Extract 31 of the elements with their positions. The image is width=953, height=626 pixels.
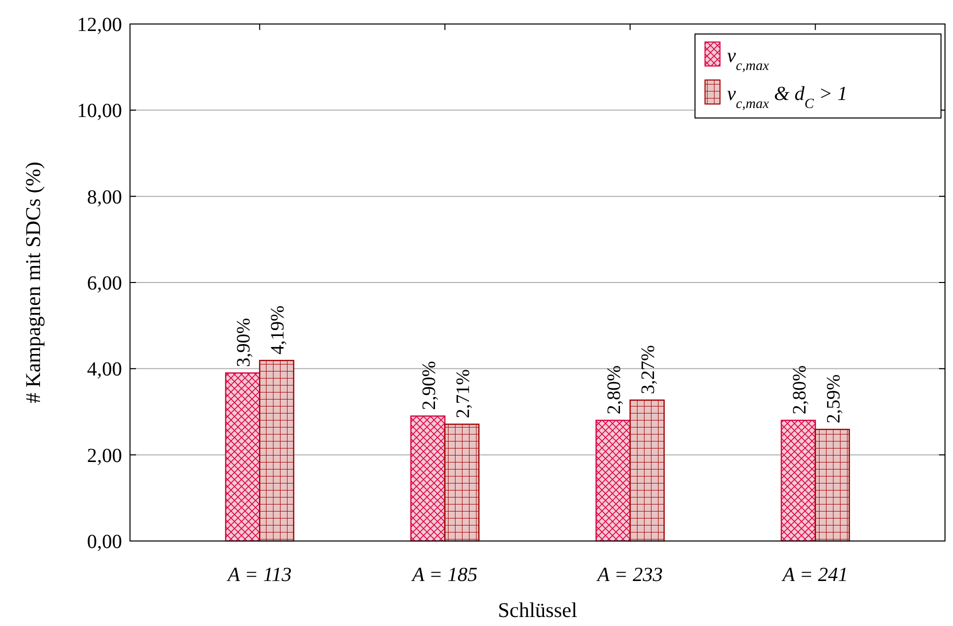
data-label: 2,71% bbox=[452, 368, 474, 418]
x-tick-label: A = 185 bbox=[410, 564, 478, 586]
y-tick-label: 6,00 bbox=[87, 272, 122, 294]
legend-label: v$_{c,max}$ bbox=[727, 45, 770, 74]
bar bbox=[596, 420, 631, 542]
bar bbox=[410, 415, 446, 542]
y-axis-title: # Kampagnen mit SDCs (%) bbox=[21, 162, 45, 404]
data-label: 2,90% bbox=[418, 360, 440, 410]
data-label: 3,90% bbox=[234, 318, 255, 367]
bar bbox=[814, 428, 850, 542]
data-label: 3,27% bbox=[638, 344, 660, 394]
legend-label: v$_{c,max}$ & d$_{C}$ > 1 bbox=[727, 83, 848, 112]
y-tick-label: 0,00 bbox=[87, 531, 122, 553]
data-label: 2,80% bbox=[604, 365, 626, 414]
x-tick-label: A = 113 bbox=[226, 564, 292, 586]
y-tick-label: 4,00 bbox=[87, 358, 122, 381]
x-axis-title: Schlüssel bbox=[498, 598, 578, 622]
x-tick-label: A = 241 bbox=[780, 564, 848, 586]
bar bbox=[225, 372, 260, 542]
y-tick-label: 12,00 bbox=[77, 14, 122, 36]
bar bbox=[630, 400, 665, 542]
data-label: 2,59% bbox=[823, 374, 844, 424]
x-tick-label: A = 233 bbox=[595, 564, 663, 586]
y-tick-label: 10,00 bbox=[77, 100, 122, 122]
bar bbox=[259, 360, 294, 542]
y-tick-label: 2,00 bbox=[87, 444, 122, 467]
data-label: 2,80% bbox=[789, 365, 810, 414]
y-tick-label: 8,00 bbox=[87, 186, 122, 208]
bar bbox=[780, 420, 816, 542]
data-label: 4,19% bbox=[268, 305, 289, 354]
bar bbox=[444, 424, 480, 542]
